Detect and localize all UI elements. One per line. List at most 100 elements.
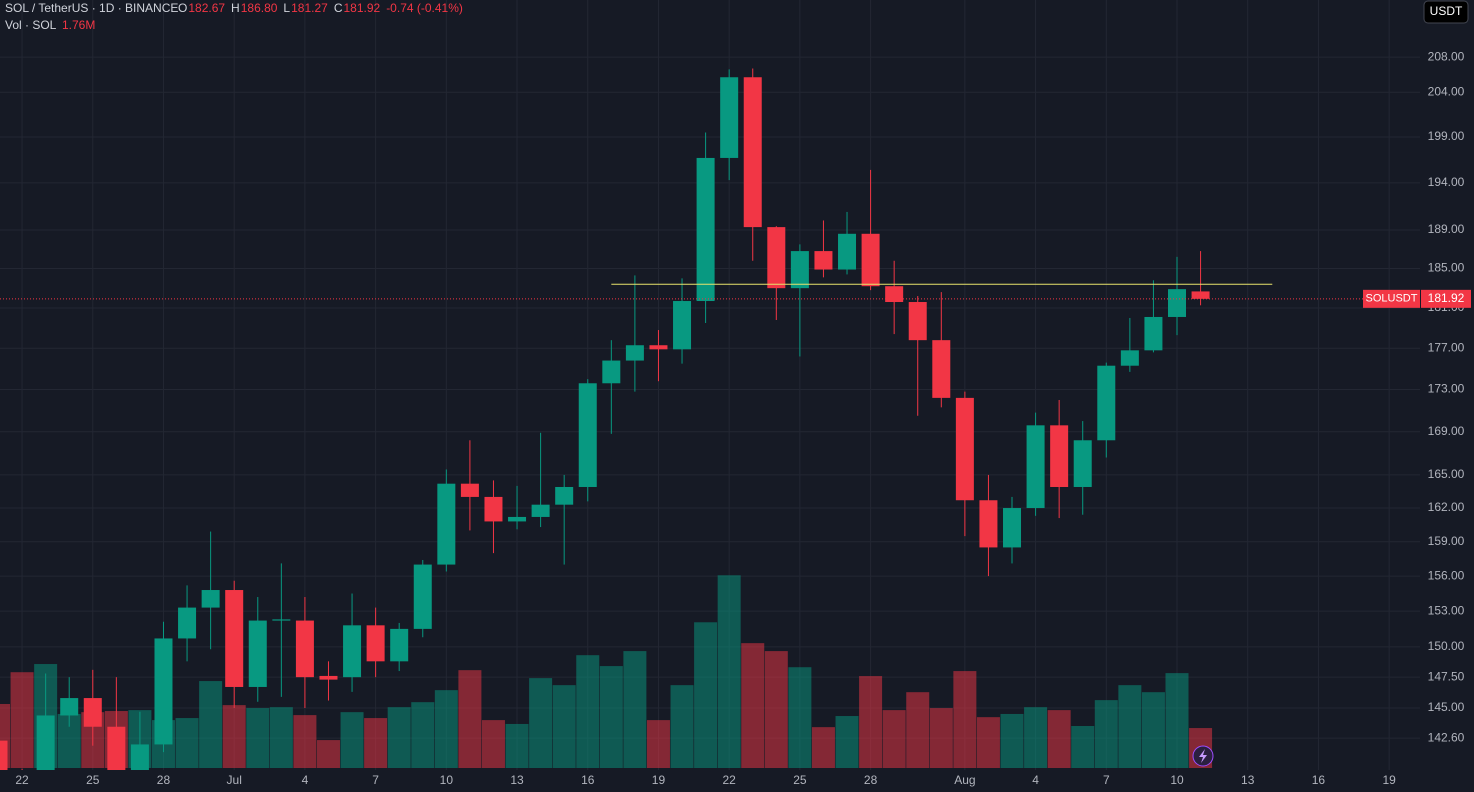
- currency-label[interactable]: USDT: [1430, 4, 1463, 18]
- candle-body: [625, 345, 644, 361]
- x-tick-label: 22: [15, 773, 29, 787]
- volume-bar: [246, 708, 270, 768]
- stat-value: 182.67: [188, 1, 225, 15]
- currency-button[interactable]: [1423, 0, 1469, 24]
- volume-bar: [953, 671, 977, 768]
- candle-body: [413, 564, 432, 629]
- x-tick-label: 7: [372, 773, 379, 787]
- x-tick-label: 25: [793, 773, 807, 787]
- volume-bar: [859, 676, 883, 768]
- volume-bar: [529, 678, 553, 768]
- candle-body: [1144, 316, 1163, 351]
- x-tick-label: 22: [722, 773, 736, 787]
- volume-bar: [222, 705, 246, 768]
- y-tick-label: 165.00: [1428, 467, 1465, 481]
- volume-bar: [364, 718, 388, 768]
- volume-bar: [1118, 685, 1142, 768]
- volume-bar: [175, 718, 199, 768]
- volume-bar: [646, 720, 670, 768]
- candle-body: [390, 628, 409, 662]
- candle-body: [743, 77, 762, 228]
- candle-body: [225, 590, 244, 687]
- candle-body: [790, 251, 809, 289]
- volume-bar: [199, 681, 223, 768]
- candle-body: [1073, 440, 1092, 487]
- volume-bar: [670, 685, 694, 768]
- volume-bar: [576, 655, 600, 768]
- candle-body: [908, 302, 927, 341]
- volume-bar: [293, 715, 317, 768]
- volume-bar: [57, 713, 81, 768]
- x-tick-label: 19: [652, 773, 666, 787]
- candle-body: [154, 638, 173, 745]
- volume-bar: [411, 702, 435, 768]
- candle-body: [531, 504, 550, 517]
- volume-bar: [882, 710, 906, 768]
- candle-body: [319, 675, 338, 680]
- candle-body: [602, 360, 621, 384]
- candle-body: [83, 698, 102, 727]
- volume-bar: [481, 720, 505, 768]
- candle-body: [1097, 365, 1116, 441]
- y-tick-label: 204.00: [1428, 84, 1465, 98]
- candle-body: [720, 77, 739, 158]
- candle-body: [1168, 289, 1186, 317]
- volume-bar: [10, 672, 34, 768]
- candle-body: [555, 486, 574, 505]
- volume-bar: [694, 622, 718, 768]
- candle-body: [1191, 291, 1210, 299]
- volume-bar: [505, 723, 529, 768]
- symbol-label: SOLUSDT: [1366, 293, 1418, 305]
- candle-body: [107, 726, 126, 770]
- candle-body: [696, 157, 715, 302]
- symbol-tag: [1363, 289, 1420, 308]
- x-tick-label: 28: [157, 773, 171, 787]
- y-tick-label: 156.00: [1428, 568, 1465, 582]
- volume-bar: [811, 727, 835, 768]
- volume-bar: [1000, 713, 1024, 768]
- chart-title: SOL / TetherUS · 1D · BINANCE: [5, 1, 178, 15]
- candle-body: [955, 397, 974, 501]
- volume-bar: [552, 685, 576, 768]
- candle-body: [861, 233, 880, 287]
- y-tick-label: 208.00: [1428, 49, 1465, 63]
- volume-bar: [1071, 726, 1095, 768]
- y-tick-label: 145.00: [1428, 700, 1465, 714]
- x-tick-label: 7: [1103, 773, 1110, 787]
- volume-bar: [1024, 707, 1048, 768]
- candle-body: [932, 340, 951, 398]
- candle-body: [814, 251, 833, 270]
- volume-bar: [0, 703, 10, 768]
- candle-body: [1026, 425, 1045, 509]
- plot-area: [0, 68, 1420, 770]
- candle-body: [248, 620, 267, 687]
- candle-body: [295, 620, 314, 678]
- candle-body: [673, 301, 692, 350]
- volume-bar: [1141, 692, 1165, 768]
- x-tick-label: Aug: [954, 773, 975, 787]
- volume-bar: [929, 708, 953, 768]
- volume-bar: [1094, 700, 1118, 768]
- volume-label: 1.76M: [62, 18, 95, 32]
- candle-body: [1003, 508, 1022, 548]
- volume-bar: [434, 690, 458, 768]
- x-tick-label: 10: [1170, 773, 1184, 787]
- stat-label: O: [178, 1, 187, 15]
- stat-label: H: [231, 1, 240, 15]
- candle-body: [508, 516, 527, 522]
- y-tick-label: 169.00: [1428, 424, 1465, 438]
- stat-value: 181.92: [343, 1, 380, 15]
- candle-body: [60, 698, 79, 716]
- x-tick-label: 4: [302, 773, 309, 787]
- volume-bar: [387, 707, 411, 768]
- header-stats: O 182.67 H 186.80 L 181.27 C 181.92 -0.74 (-0.41…: [178, 1, 463, 15]
- x-tick-label: 25: [86, 773, 100, 787]
- candle-body: [178, 607, 197, 639]
- candle-body: [130, 744, 149, 770]
- x-tick-label: 13: [510, 773, 524, 787]
- x-tick-label: 28: [864, 773, 878, 787]
- y-tick-label: 173.00: [1428, 382, 1465, 396]
- candle-body: [366, 625, 385, 662]
- volume-bar: [741, 643, 765, 768]
